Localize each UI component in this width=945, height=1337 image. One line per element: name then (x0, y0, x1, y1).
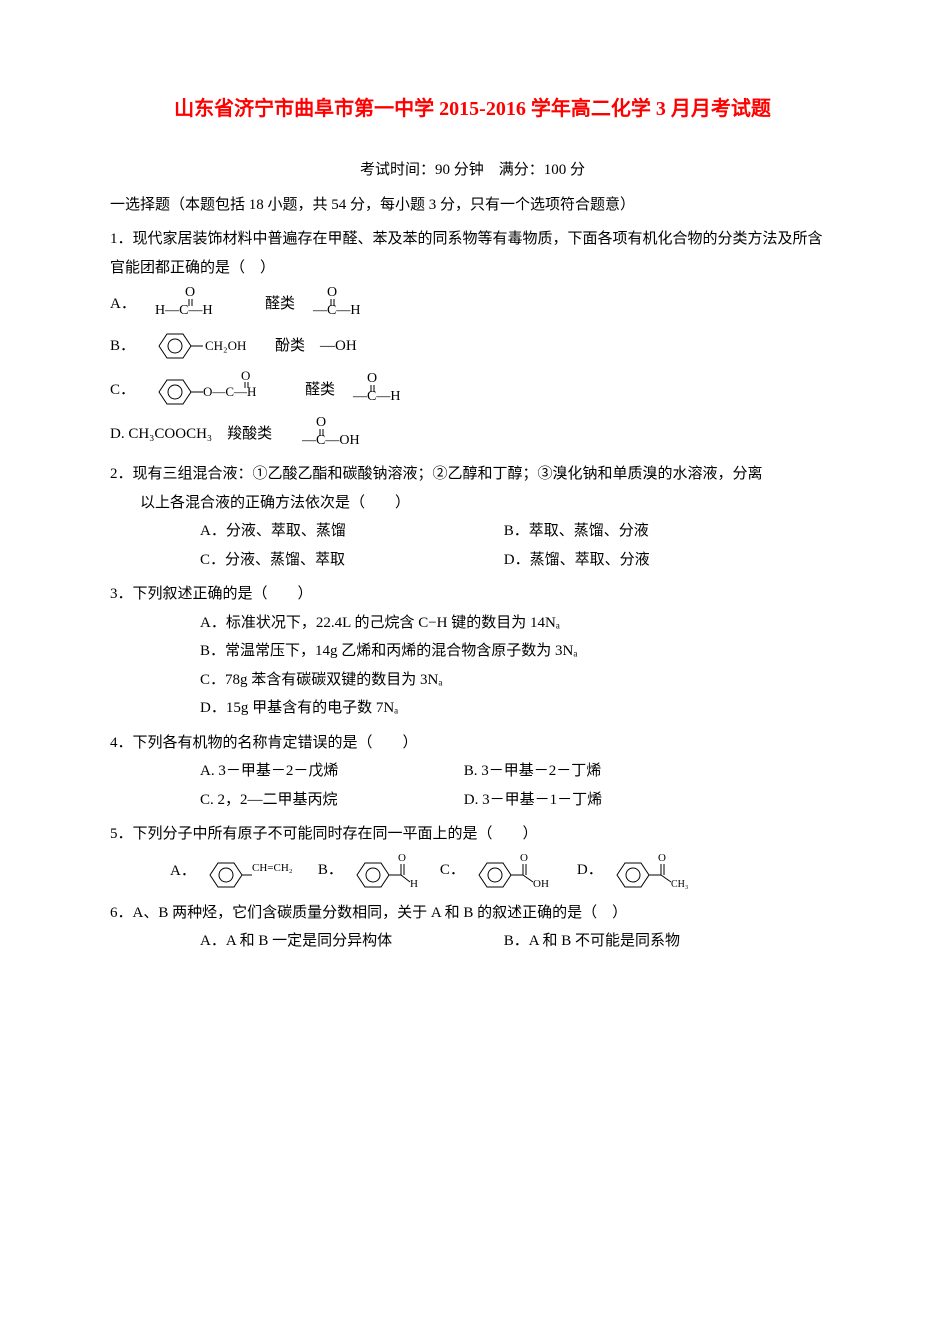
benzyl-alcohol-icon: CH₂OH (145, 326, 275, 366)
svg-text:H—C—H: H—C—H (155, 303, 213, 318)
styrene-icon: CH=CH₂ (200, 851, 310, 893)
q4-option-a: A. 3－甲基－2－戊烯 (200, 757, 460, 786)
benzaldehyde-icon: H O (347, 849, 432, 893)
q2-text2: 以上各混合液的正确方法依次是（ ） (140, 489, 835, 518)
q1-a-label: A． (110, 290, 145, 319)
page-title: 山东省济宁市曲阜市第一中学 2015-2016 学年高二化学 3 月月考试题 (110, 90, 835, 128)
q1-option-a: A． H—C—H O 醛类 —C—H O (110, 284, 835, 324)
svg-text:OH: OH (533, 878, 549, 890)
q5-option-d: D． CH₃ O (577, 849, 707, 893)
question-4: 4．下列各有机物的名称肯定错误的是（ ） A. 3－甲基－2－戊烯 B. 3－甲… (110, 729, 835, 815)
q1-c-mid: 醛类 (305, 376, 335, 405)
q4-option-b: B. 3－甲基－2－丁烯 (464, 757, 602, 786)
svg-text:O: O (658, 852, 666, 864)
question-1: 1．现代家居装饰材料中普遍存在甲醛、苯及苯的同系物等有毒物质，下面各项有机化合物… (110, 225, 835, 454)
q4-text: 4．下列各有机物的名称肯定错误的是（ ） (110, 729, 835, 758)
svg-text:—C—H: —C—H (352, 389, 400, 404)
q1-d-label: D. CH₃COOCH₃ 羧酸类 (110, 420, 272, 449)
q3-option-c: C．78g 苯含有碳碳双键的数目为 3Nₐ (200, 666, 835, 695)
svg-text:CH=CH₂: CH=CH₂ (252, 862, 293, 874)
q5-option-c: C． OH O (440, 849, 569, 893)
question-2: 2．现有三组混合液：①乙酸乙酯和碳酸钠溶液；②乙醇和丁醇；③溴化钠和单质溴的水溶… (110, 460, 835, 574)
svg-text:O: O (520, 852, 528, 864)
q5-a-label: A． (170, 857, 196, 886)
svg-text:O: O (367, 371, 377, 386)
q1-option-b: B． CH₂OH 酚类 —OH (110, 326, 835, 366)
phenyl-formate-icon: O—C—H O (145, 368, 305, 412)
svg-text:O: O (316, 415, 326, 430)
q5-c-label: C． (440, 856, 465, 885)
question-3: 3．下列叙述正确的是（ ） A．标准状况下，22.4L 的己烷含 C−H 键的数… (110, 580, 835, 723)
q2-text: 2．现有三组混合液：①乙酸乙酯和碳酸钠溶液；②乙醇和丁醇；③溴化钠和单质溴的水溶… (110, 460, 835, 489)
q1-a-mid: 醛类 (265, 290, 295, 319)
q4-option-d: D. 3－甲基－1－丁烯 (464, 786, 602, 815)
q3-option-a: A．标准状况下，22.4L 的己烷含 C−H 键的数目为 14Nₐ (200, 609, 835, 638)
q5-text: 5．下列分子中所有原子不可能同时存在同一平面上的是（ ） (110, 820, 835, 849)
q1-c-label: C． (110, 376, 145, 405)
q1-b-mid: 酚类 —OH (275, 332, 357, 361)
svg-text:CH₃: CH₃ (671, 879, 688, 890)
svg-text:O: O (241, 368, 250, 383)
q6-text: 6．A、B 两种烃，它们含碳质量分数相同，关于 A 和 B 的叙述正确的是（ ） (110, 899, 835, 928)
q5-option-a: A． CH=CH₂ (170, 851, 310, 893)
q2-option-d: D．蒸馏、萃取、分液 (504, 546, 650, 575)
acetophenone-icon: CH₃ O (607, 849, 707, 893)
svg-text:O: O (398, 852, 406, 864)
question-5: 5．下列分子中所有原子不可能同时存在同一平面上的是（ ） A． CH=CH₂ B… (110, 820, 835, 893)
svg-text:—C—OH: —C—OH (301, 433, 360, 448)
q3-text: 3．下列叙述正确的是（ ） (110, 580, 835, 609)
q2-option-a: A．分液、萃取、蒸馏 (200, 517, 500, 546)
carboxyl-group-icon: —C—OH O (284, 414, 394, 454)
exam-info: 考试时间：90 分钟 满分：100 分 (110, 156, 835, 185)
q1-option-c: C． O—C—H O 醛类 —C—H O (110, 368, 835, 412)
q4-option-c: C. 2，2—二甲基丙烷 (200, 786, 460, 815)
svg-text:H: H (410, 878, 418, 890)
q5-option-b: B． H O (318, 849, 432, 893)
formaldehyde-icon: H—C—H O (145, 284, 265, 324)
aldehyde-group-icon: —C—H O (295, 284, 385, 324)
q2-option-c: C．分液、蒸馏、萃取 (200, 546, 500, 575)
svg-text:—C—H: —C—H (312, 303, 360, 318)
question-6: 6．A、B 两种烃，它们含碳质量分数相同，关于 A 和 B 的叙述正确的是（ ）… (110, 899, 835, 956)
q3-option-b: B．常温常压下，14g 乙烯和丙烯的混合物含原子数为 3Nₐ (200, 637, 835, 666)
q1-option-d: D. CH₃COOCH₃ 羧酸类 —C—OH O (110, 414, 835, 454)
q5-d-label: D． (577, 856, 603, 885)
q2-option-b: B．萃取、蒸馏、分液 (504, 517, 649, 546)
svg-text:O: O (185, 285, 195, 300)
section-header: 一选择题（本题包括 18 小题，共 54 分，每小题 3 分，只有一个选项符合题… (110, 191, 835, 220)
svg-text:O: O (327, 285, 337, 300)
q3-option-d: D．15g 甲基含有的电子数 7Nₐ (200, 694, 835, 723)
benzoic-acid-icon: OH O (469, 849, 569, 893)
svg-text:CH₂OH: CH₂OH (205, 338, 246, 353)
aldehyde-group-icon: —C—H O (335, 368, 425, 412)
q1-text: 1．现代家居装饰材料中普遍存在甲醛、苯及苯的同系物等有毒物质，下面各项有机化合物… (110, 225, 835, 282)
q6-option-a: A．A 和 B 一定是同分异构体 (200, 927, 500, 956)
q6-option-b: B．A 和 B 不可能是同系物 (504, 927, 680, 956)
q1-b-label: B． (110, 332, 145, 361)
q5-b-label: B． (318, 856, 343, 885)
